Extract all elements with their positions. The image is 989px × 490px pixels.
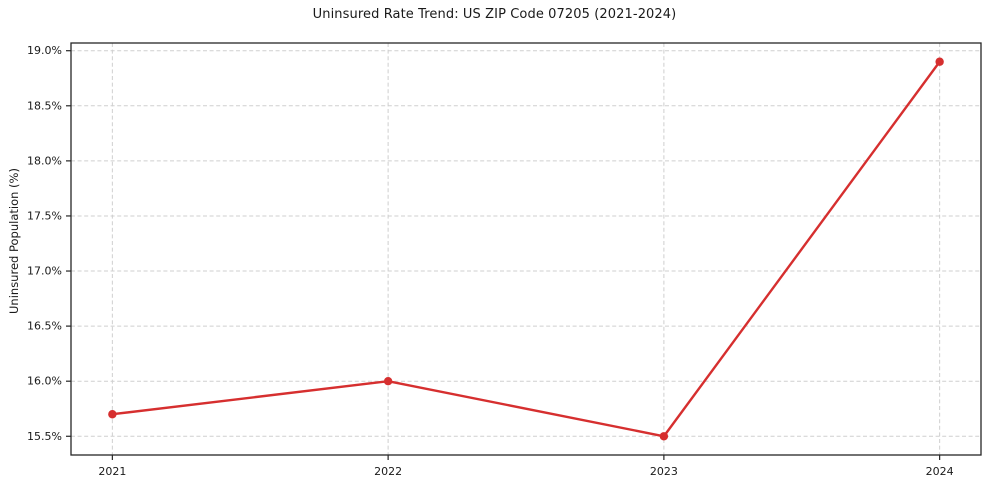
tick-marks [66,50,941,460]
x-tick-label: 2022 [374,465,402,478]
gridlines [71,43,981,455]
data-point-marker [659,432,669,441]
y-tick-label: 19.0% [27,44,62,57]
y-tick-label: 16.5% [27,320,62,333]
x-tick-label: 2021 [98,465,126,478]
x-tick-label: 2023 [650,465,678,478]
y-tick-label: 15.5% [27,430,62,443]
data-point-marker [108,410,117,419]
data-point-marker [935,57,944,66]
y-tick-label: 16.0% [27,375,62,388]
plot-border [70,42,982,456]
chart-title: Uninsured Rate Trend: US ZIP Code 07205 … [312,7,677,22]
tick-labels: 15.5% 16.0% 16.5% 17.0% 17.5% 18.0% 18.5% 19.0%… [27,44,954,478]
y-tick-label: 18.5% [27,99,62,112]
x-tick-label: 2024 [926,465,954,478]
y-tick-label: 18.0% [27,154,62,167]
y-tick-label: 17.5% [27,209,62,222]
y-tick-label: 17.0% [27,265,62,278]
data-points [108,57,944,441]
data-point-marker [383,376,393,386]
data-line [111,60,941,438]
